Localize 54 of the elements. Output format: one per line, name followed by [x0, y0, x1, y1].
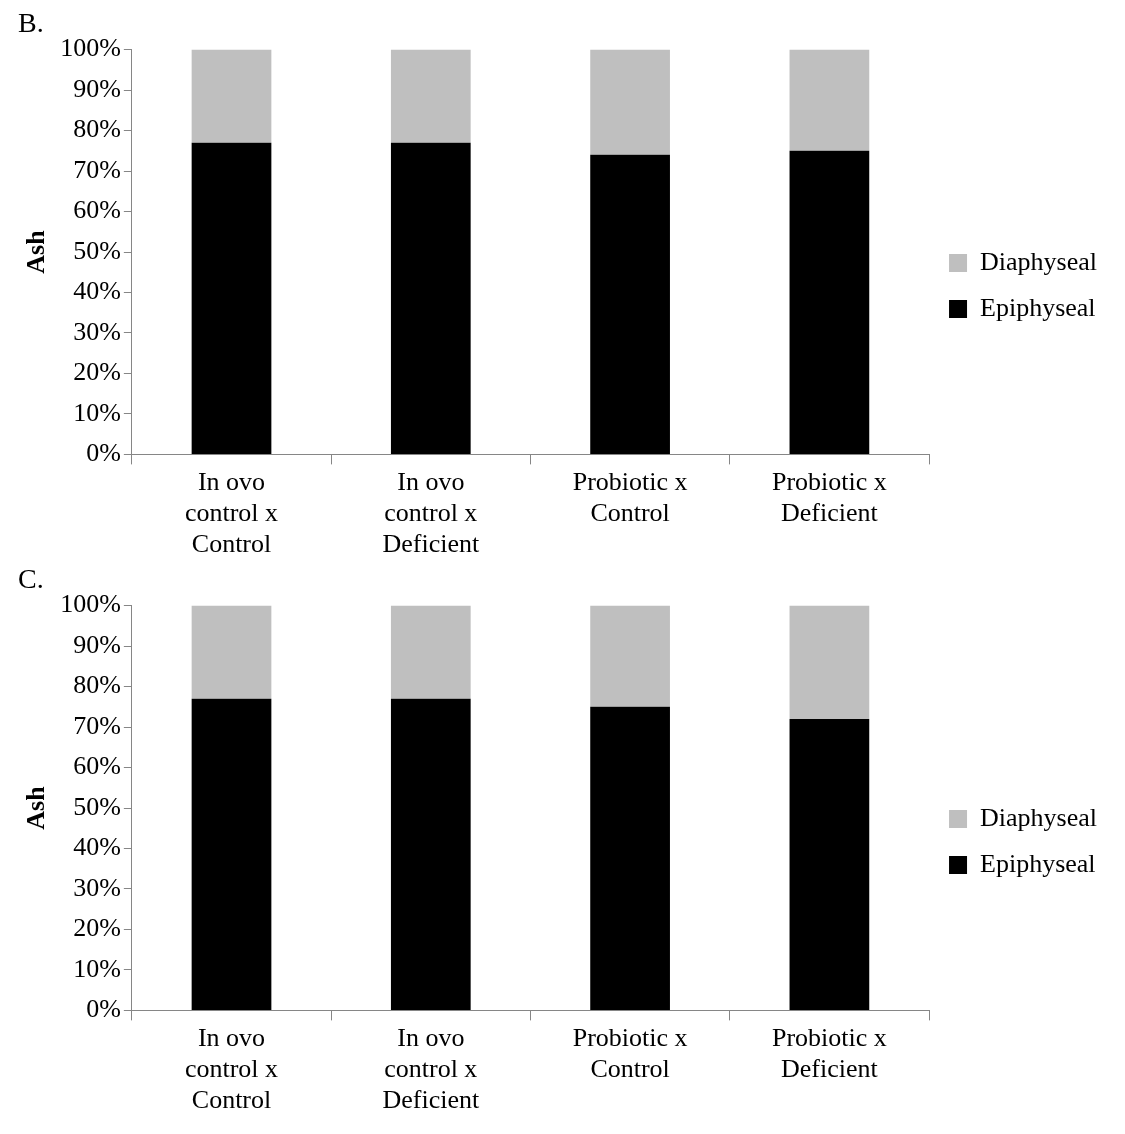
y-axis-title: Ash [21, 785, 51, 830]
legend-label: Diaphyseal [980, 802, 1098, 832]
y-tick-label: 30% [73, 316, 121, 346]
bar [191, 605, 272, 699]
bar [191, 49, 272, 143]
y-tick-label: 10% [73, 953, 121, 983]
y-tick-label: 90% [73, 73, 121, 103]
bar [390, 605, 471, 699]
y-tick-label: 20% [73, 913, 121, 943]
x-tick-label: Probiotic x Deficient [771, 1022, 887, 1084]
bar [789, 49, 870, 151]
legend-label: Epiphyseal [980, 292, 1096, 322]
bar [789, 605, 870, 719]
bar [590, 154, 670, 454]
y-tick-label: 40% [73, 276, 121, 306]
y-tick-label: 10% [73, 397, 121, 427]
legend-label: Epiphyseal [980, 848, 1096, 878]
y-tick-label: 90% [73, 629, 121, 659]
x-tick-label: In ovo control x Control [184, 1022, 279, 1115]
y-tick-label: 0% [86, 438, 121, 468]
y-tick-label: 80% [73, 670, 121, 700]
y-tick-label: 40% [73, 832, 121, 862]
x-tick-label: In ovo control x Deficient [382, 1022, 480, 1115]
y-tick-label: 30% [73, 872, 121, 902]
bar [191, 142, 272, 454]
bar [390, 142, 471, 454]
bar [191, 698, 272, 1010]
y-tick-label: 70% [73, 154, 121, 184]
y-tick-label: 0% [86, 994, 121, 1024]
y-tick-label: 100% [60, 589, 121, 619]
y-tick-label: 60% [73, 751, 121, 781]
legend-label: Diaphyseal [980, 246, 1098, 276]
y-tick-label: 100% [60, 33, 121, 63]
bar [390, 49, 471, 143]
chart-title: B. [18, 7, 44, 39]
y-tick-label: 80% [73, 114, 121, 144]
y-tick-label: 60% [73, 195, 121, 225]
chart-title: C. [18, 563, 44, 595]
bar [590, 49, 670, 155]
bar [789, 718, 870, 1010]
y-axis-title: Ash [21, 229, 51, 274]
y-tick-label: 20% [73, 357, 121, 387]
bar [390, 698, 471, 1010]
x-tick-label: Probiotic x Control [572, 466, 688, 528]
x-tick-label: In ovo control x Control [184, 466, 279, 559]
y-tick-label: 50% [73, 235, 121, 265]
bar [590, 605, 670, 707]
y-tick-label: 70% [73, 710, 121, 740]
x-tick-label: In ovo control x Deficient [382, 466, 480, 559]
bar [590, 706, 670, 1010]
x-tick-label: Probiotic x Control [572, 1022, 688, 1084]
bar [789, 150, 870, 454]
x-tick-label: Probiotic x Deficient [771, 466, 887, 528]
y-tick-label: 50% [73, 791, 121, 821]
